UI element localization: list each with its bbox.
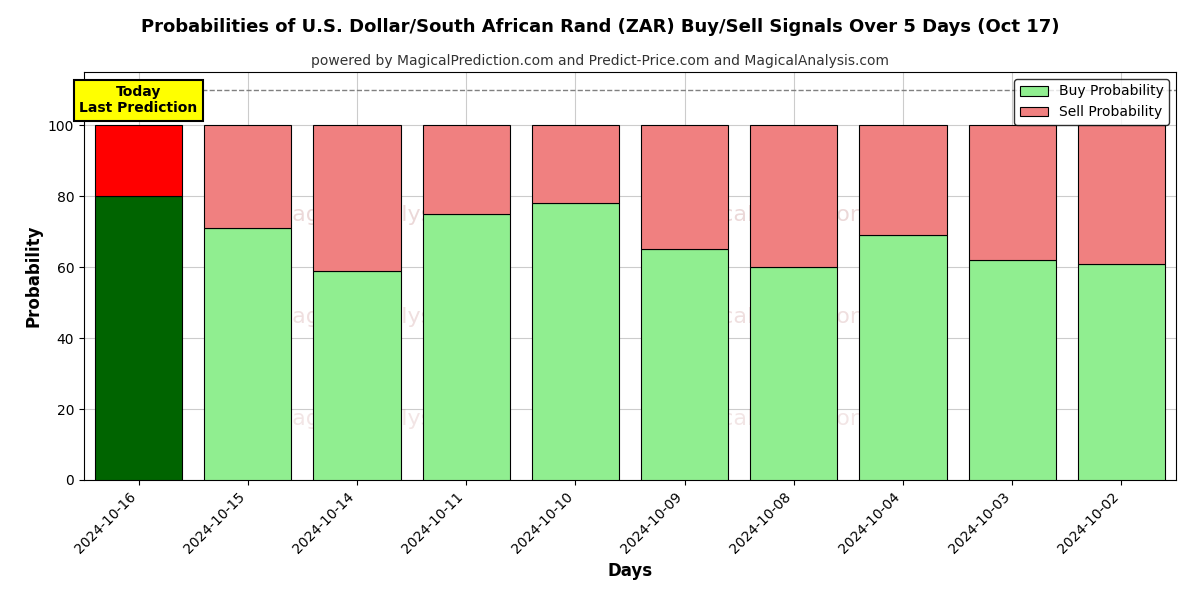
Y-axis label: Probability: Probability (24, 225, 42, 327)
Text: powered by MagicalPrediction.com and Predict-Price.com and MagicalAnalysis.com: powered by MagicalPrediction.com and Pre… (311, 54, 889, 68)
Bar (532, 203, 619, 480)
Bar (313, 271, 401, 480)
Bar (968, 260, 1056, 480)
Text: MagicalAnalysis.com: MagicalAnalysis.com (274, 205, 505, 225)
Legend: Buy Probability, Sell Probability: Buy Probability, Sell Probability (1014, 79, 1169, 125)
Text: Today
Last Prediction: Today Last Prediction (79, 85, 198, 115)
Text: MagicalPrediction.com: MagicalPrediction.com (668, 409, 919, 429)
Text: MagicalAnalysis.com: MagicalAnalysis.com (274, 409, 505, 429)
Bar (859, 125, 947, 235)
X-axis label: Days: Days (607, 562, 653, 580)
Bar (641, 125, 728, 250)
Bar (968, 125, 1056, 260)
Bar (204, 125, 292, 228)
Bar (641, 250, 728, 480)
Bar (1078, 125, 1165, 263)
Text: Probabilities of U.S. Dollar/South African Rand (ZAR) Buy/Sell Signals Over 5 Da: Probabilities of U.S. Dollar/South Afric… (140, 18, 1060, 36)
Bar (422, 214, 510, 480)
Bar (95, 125, 182, 196)
Bar (750, 125, 838, 267)
Bar (95, 196, 182, 480)
Text: MagicalPrediction.com: MagicalPrediction.com (668, 205, 919, 225)
Text: MagicalPrediction.com: MagicalPrediction.com (668, 307, 919, 327)
Bar (532, 125, 619, 203)
Bar (750, 267, 838, 480)
Bar (859, 235, 947, 480)
Text: MagicalAnalysis.com: MagicalAnalysis.com (274, 307, 505, 327)
Bar (313, 125, 401, 271)
Bar (204, 228, 292, 480)
Bar (422, 125, 510, 214)
Bar (1078, 263, 1165, 480)
